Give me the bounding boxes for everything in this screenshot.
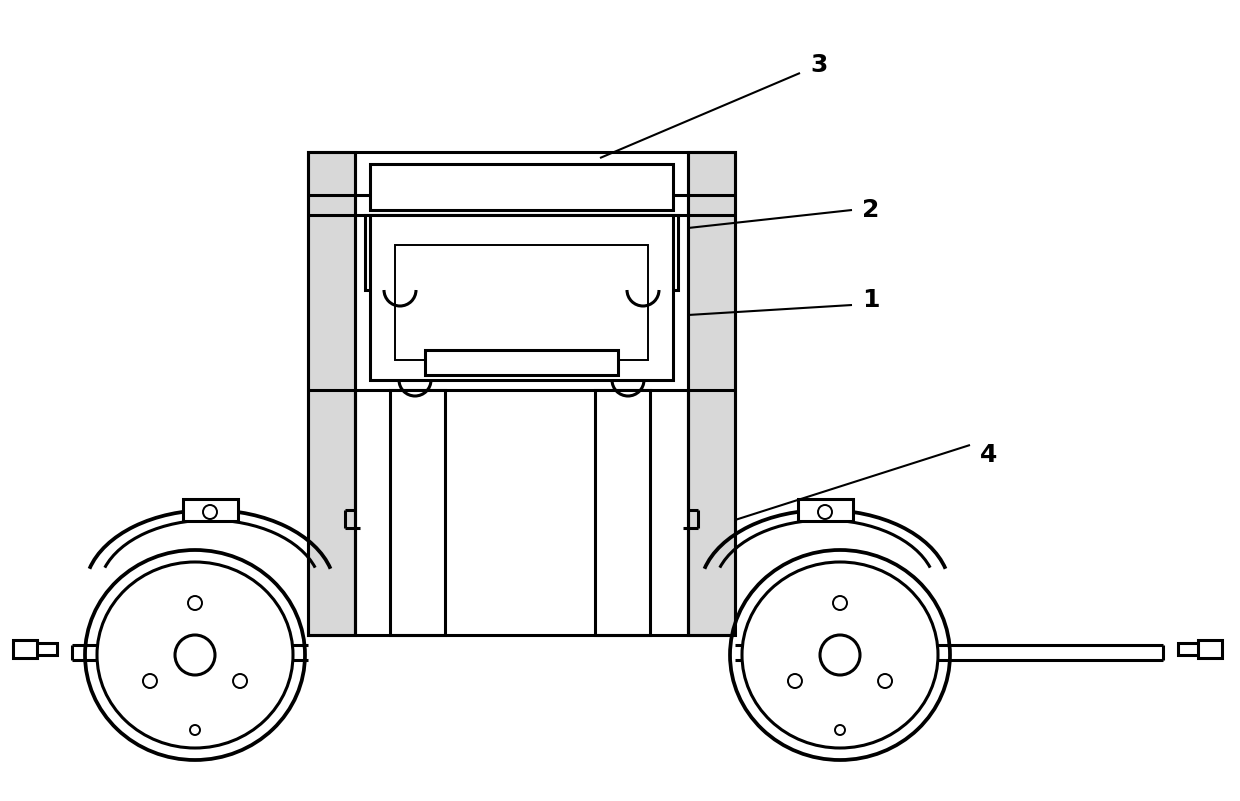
Ellipse shape [742, 562, 937, 748]
Circle shape [175, 635, 215, 675]
Circle shape [190, 725, 200, 735]
Bar [1198, 640, 1221, 658]
Bar [365, 215, 678, 290]
Circle shape [203, 505, 217, 519]
Text: 3: 3 [810, 53, 827, 77]
Bar [396, 245, 649, 360]
Circle shape [835, 725, 844, 735]
Text: 1: 1 [862, 288, 879, 312]
Circle shape [818, 505, 832, 519]
Bar [370, 164, 673, 210]
Bar [184, 499, 238, 521]
Bar [688, 152, 735, 635]
Bar [12, 640, 37, 658]
Text: 4: 4 [980, 443, 997, 467]
Circle shape [820, 635, 861, 675]
Circle shape [188, 596, 202, 610]
Bar [308, 152, 735, 635]
Bar [370, 215, 673, 380]
Bar [425, 350, 618, 375]
Circle shape [878, 674, 892, 688]
Circle shape [143, 674, 157, 688]
Ellipse shape [97, 562, 293, 748]
Bar [391, 390, 445, 635]
Bar [35, 643, 57, 655]
Circle shape [233, 674, 247, 688]
Circle shape [833, 596, 847, 610]
Bar [1178, 643, 1200, 655]
Ellipse shape [86, 550, 305, 760]
Bar [799, 499, 853, 521]
Ellipse shape [730, 550, 950, 760]
Bar [308, 152, 355, 635]
Circle shape [787, 674, 802, 688]
Bar [595, 390, 650, 635]
Text: 2: 2 [862, 198, 879, 222]
